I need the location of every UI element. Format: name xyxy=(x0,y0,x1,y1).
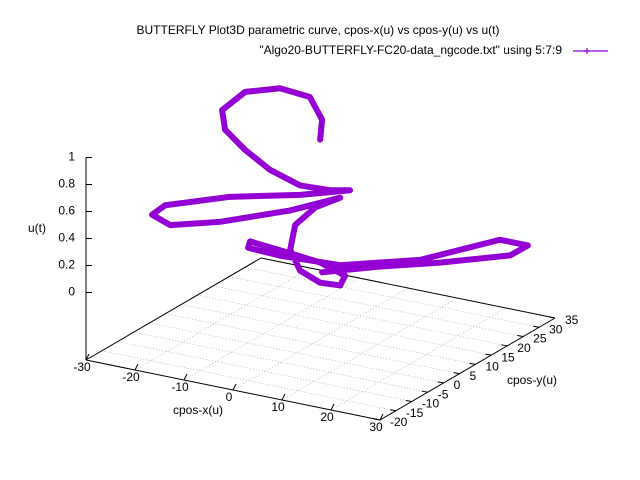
x-tick xyxy=(85,353,90,361)
y-tick-label: 5 xyxy=(470,369,477,383)
grid-line xyxy=(232,287,409,391)
grid-line xyxy=(281,297,458,401)
x-tick-label: -10 xyxy=(171,380,189,394)
grid-line xyxy=(229,276,524,337)
y-tick-label: 20 xyxy=(517,341,531,355)
y-tick-label: -15 xyxy=(406,406,424,420)
y-tick-label: 10 xyxy=(485,360,499,374)
y-tick xyxy=(453,372,460,375)
y-tick xyxy=(421,390,428,393)
x-tick xyxy=(232,383,237,391)
grid-line xyxy=(165,313,460,374)
x-tick xyxy=(281,393,286,401)
z-axis-label: u(t) xyxy=(28,221,46,235)
grid-line xyxy=(133,331,428,393)
y-tick-label: -10 xyxy=(422,397,440,411)
y-tick-label: 35 xyxy=(565,313,579,327)
y-tick-label: 15 xyxy=(501,350,515,364)
x-tick-label: 0 xyxy=(226,390,233,404)
x-tick xyxy=(330,403,335,411)
x-tick xyxy=(134,363,139,371)
z-tick-label: 0.4 xyxy=(58,231,75,245)
axis-border xyxy=(379,317,556,421)
legend-marker xyxy=(584,48,590,54)
z-tick-label: 1 xyxy=(68,150,75,164)
y-tick xyxy=(405,399,412,402)
y-tick xyxy=(437,381,444,384)
grid-line xyxy=(213,285,508,347)
grid-line xyxy=(183,277,360,381)
y-tick-label: -5 xyxy=(438,387,449,401)
grid-line xyxy=(330,307,507,411)
chart-title: BUTTERFLY Plot3D parametric curve, cpos-… xyxy=(137,23,500,37)
y-tick-label: 30 xyxy=(549,322,563,336)
y-tick-label: 0 xyxy=(454,378,461,392)
z-tick-label: 0.6 xyxy=(58,204,75,218)
axis-border xyxy=(85,257,262,361)
y-tick-label: -20 xyxy=(390,415,408,429)
y-tick xyxy=(373,418,381,421)
x-tick xyxy=(379,413,384,421)
z-tick-label: 0.2 xyxy=(58,258,75,272)
z-tick-label: 0.8 xyxy=(58,177,75,191)
curve xyxy=(149,85,531,289)
grid-line xyxy=(181,304,476,365)
y-tick xyxy=(469,362,476,365)
axis-border xyxy=(260,257,556,319)
grid-line xyxy=(134,267,311,371)
y-tick-label: 25 xyxy=(533,332,547,346)
x-tick-label: -20 xyxy=(122,370,140,384)
x-tick xyxy=(183,373,188,381)
x-tick-label: -30 xyxy=(73,360,91,374)
z-tick-label: 0 xyxy=(68,285,75,299)
x-axis-label: cpos-x(u) xyxy=(173,403,223,417)
y-tick xyxy=(501,344,508,347)
y-tick xyxy=(517,335,524,338)
y-tick xyxy=(548,316,556,319)
y-tick xyxy=(389,409,396,412)
x-tick-label: 30 xyxy=(369,420,383,434)
y-axis-label: cpos-y(u) xyxy=(507,373,557,387)
x-tick-label: 20 xyxy=(320,410,334,424)
grid-line xyxy=(149,322,444,384)
y-tick xyxy=(485,353,492,356)
grid-line xyxy=(245,266,540,328)
grid-line xyxy=(197,294,492,356)
x-tick-label: 10 xyxy=(271,400,285,414)
y-tick xyxy=(533,325,540,328)
grid-line xyxy=(117,341,412,402)
legend-label: "Algo20-BUTTERFLY-FC20-data_ngcode.txt" … xyxy=(259,43,562,57)
grid-line xyxy=(101,350,396,412)
